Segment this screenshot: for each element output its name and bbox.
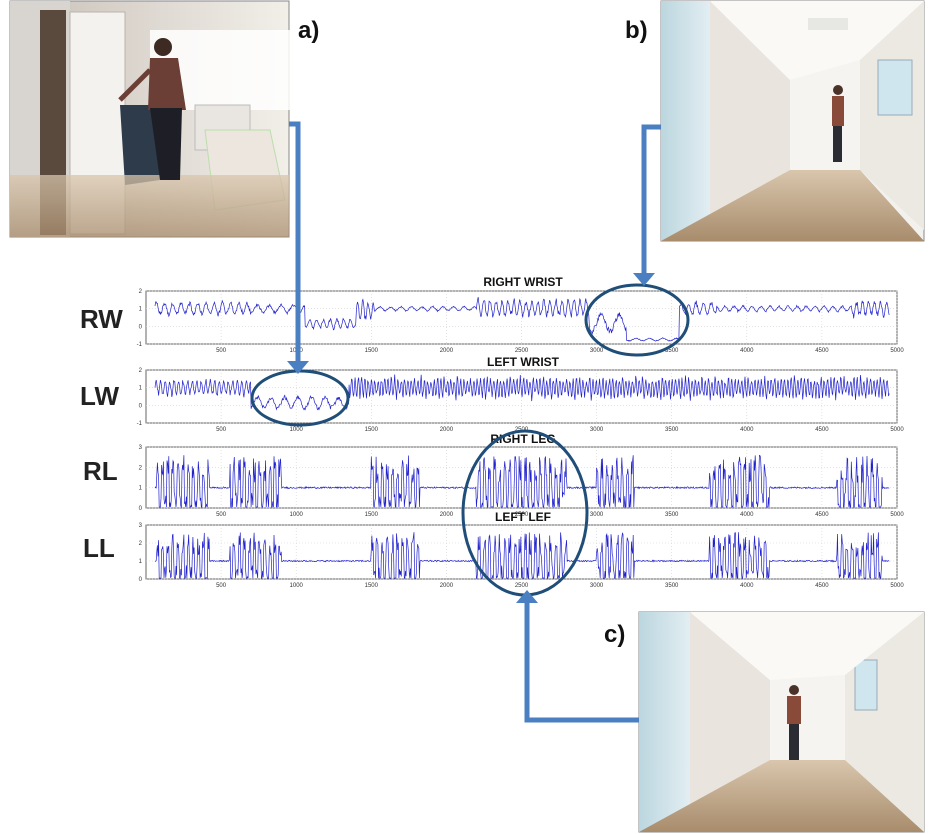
x-tick-label: 4500 <box>815 583 829 589</box>
x-tick-label: 2000 <box>440 427 454 433</box>
x-tick-label: 4500 <box>815 427 829 433</box>
x-tick-label: 4000 <box>740 583 754 589</box>
x-tick-label: 1500 <box>365 427 379 433</box>
y-tick-label: 2 <box>139 289 143 295</box>
x-tick-label: 3500 <box>665 427 679 433</box>
highlight-ellipse-right-wrist <box>584 283 690 357</box>
arrow-a <box>289 121 301 363</box>
x-tick-label: 3000 <box>590 427 604 433</box>
chart-right-wrist: 500 1000 1500 2000 2500 3000 3500 4000 4500 5000-… <box>137 289 905 354</box>
x-tick-label: 4500 <box>815 512 829 518</box>
arrow-b-head <box>633 273 655 286</box>
signal-line-right-leg <box>154 454 890 509</box>
y-tick-label: 2 <box>139 465 143 471</box>
row-label-ll: LL <box>83 533 115 563</box>
arrow-c-head <box>516 590 538 603</box>
signal-line-left-leg <box>154 532 890 580</box>
x-tick-label: 2500 <box>515 512 529 518</box>
x-tick-label: 1500 <box>365 348 379 354</box>
y-tick-label: 3 <box>139 445 143 451</box>
y-tick-label: 3 <box>139 523 143 529</box>
arrow-b <box>641 124 661 275</box>
x-tick-label: 1500 <box>365 583 379 589</box>
y-tick-label: 1 <box>139 386 143 392</box>
x-tick-label: 3000 <box>590 512 604 518</box>
x-tick-label: 5000 <box>890 583 904 589</box>
plot-frame-left-wrist <box>145 369 898 424</box>
arrow-c <box>524 601 639 723</box>
x-tick-label: 3500 <box>665 512 679 518</box>
x-tick-label: 5000 <box>890 348 904 354</box>
panel-label-b: b) <box>625 17 648 44</box>
arrow-a-head <box>287 361 309 374</box>
chart-title-left-wrist: LEFT WRIST <box>487 355 560 369</box>
chart-title-right-wrist: RIGHT WRIST <box>483 275 563 289</box>
y-tick-label: -1 <box>137 421 143 427</box>
x-tick-label: 3500 <box>665 348 679 354</box>
x-tick-label: 1000 <box>290 512 304 518</box>
chart-title-left-leg: LEFT LEF <box>495 510 551 524</box>
y-tick-label: 1 <box>139 307 143 313</box>
x-tick-label: 500 <box>216 512 227 518</box>
x-tick-label: 3000 <box>590 348 604 354</box>
x-tick-label: 500 <box>216 427 227 433</box>
plot-frame-right-wrist <box>145 290 898 345</box>
row-label-rw: RW <box>80 304 123 334</box>
signal-line-right-wrist <box>154 297 890 342</box>
chart-right-leg: 500 1000 1500 2000 2500 3000 3500 4000 4500 5000 0… <box>139 445 905 518</box>
photo-a <box>9 0 290 238</box>
x-tick-label: 3000 <box>590 583 604 589</box>
x-tick-label: 5000 <box>890 427 904 433</box>
x-tick-label: 5000 <box>890 512 904 518</box>
y-tick-label: 0 <box>139 506 143 512</box>
y-tick-label: 0 <box>139 577 143 583</box>
x-tick-label: 500 <box>216 348 227 354</box>
signal-line-left-wrist <box>154 374 890 411</box>
x-tick-label: 1500 <box>365 512 379 518</box>
y-tick-label: 2 <box>139 368 143 374</box>
x-tick-label: 4000 <box>740 348 754 354</box>
x-tick-label: 2000 <box>440 512 454 518</box>
panel-label-a: a) <box>298 17 319 44</box>
x-tick-label: 500 <box>216 583 227 589</box>
row-label-lw: LW <box>80 381 119 411</box>
x-tick-label: 2000 <box>440 348 454 354</box>
photo-b <box>660 0 925 242</box>
x-tick-label: 4000 <box>740 427 754 433</box>
x-tick-label: 1000 <box>290 583 304 589</box>
y-tick-label: 0 <box>139 324 143 330</box>
chart-left-leg: 500 1000 1500 2000 2500 3000 3500 4000 4500 5000 0… <box>139 523 905 589</box>
x-tick-label: 3500 <box>665 583 679 589</box>
photo-c <box>638 611 925 833</box>
chart-left-wrist: 500 1000 1500 2000 2500 3000 3500 4000 4500 5000-… <box>137 368 905 433</box>
row-label-rl: RL <box>83 456 118 486</box>
y-tick-label: 1 <box>139 559 143 565</box>
x-tick-label: 4500 <box>815 348 829 354</box>
x-tick-label: 2500 <box>515 583 529 589</box>
y-tick-label: 0 <box>139 403 143 409</box>
panel-label-c: c) <box>604 621 625 648</box>
y-tick-label: 2 <box>139 541 143 547</box>
y-tick-label: 1 <box>139 486 143 492</box>
x-tick-label: 1000 <box>290 427 304 433</box>
x-tick-label: 4000 <box>740 512 754 518</box>
y-tick-label: -1 <box>137 342 143 348</box>
x-tick-label: 2500 <box>515 348 529 354</box>
x-tick-label: 2000 <box>440 583 454 589</box>
